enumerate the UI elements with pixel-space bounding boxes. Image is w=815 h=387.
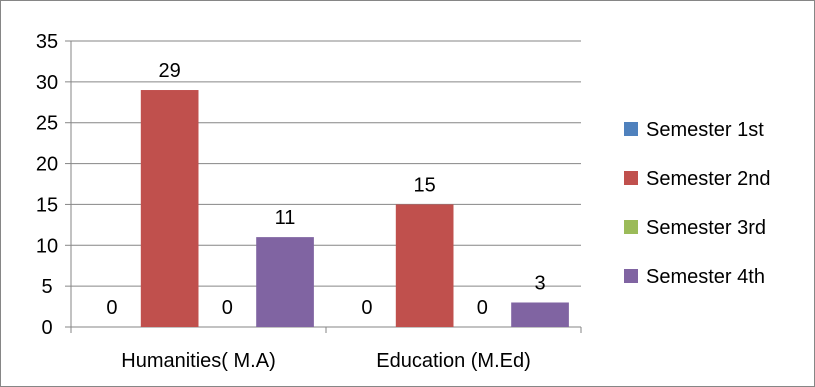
legend-swatch <box>624 171 638 185</box>
data-labels: 0 0 29 15 0 0 11 3 <box>106 60 545 319</box>
y-tick-label: 0 <box>41 317 52 339</box>
y-tick-label: 10 <box>36 235 58 257</box>
y-tick-label: 5 <box>41 276 52 298</box>
data-label: 29 <box>159 60 181 82</box>
data-label: 0 <box>477 297 488 319</box>
data-label: 11 <box>275 207 296 229</box>
legend: Semester 1st Semester 2nd Semester 3rd Seme… <box>624 119 771 288</box>
y-tick-label: 35 <box>36 31 58 53</box>
legend-label: Semester 2nd <box>646 168 771 190</box>
data-label: 0 <box>106 297 117 319</box>
y-tick-label: 25 <box>36 113 58 135</box>
x-tick-label: Education (M.Ed) <box>376 350 531 372</box>
data-label: 15 <box>414 174 436 196</box>
bar <box>140 90 199 328</box>
bars <box>140 90 569 328</box>
legend-swatch <box>624 220 638 234</box>
bar <box>256 237 314 327</box>
legend-label: Semester 3rd <box>646 217 766 239</box>
y-tick-label: 20 <box>36 154 58 176</box>
data-label: 3 <box>534 272 545 294</box>
legend-label: Semester 1st <box>646 119 764 141</box>
bar <box>511 302 569 327</box>
y-tick-label: 30 <box>36 72 58 94</box>
data-label: 0 <box>222 297 233 319</box>
data-label: 0 <box>361 297 372 319</box>
legend-swatch <box>624 269 638 283</box>
legend-swatch <box>624 122 638 136</box>
legend-label: Semester 4th <box>646 266 765 288</box>
x-tick-label: Humanities( M.A) <box>121 350 275 372</box>
bar <box>395 204 454 327</box>
y-tick-label: 15 <box>36 194 58 216</box>
